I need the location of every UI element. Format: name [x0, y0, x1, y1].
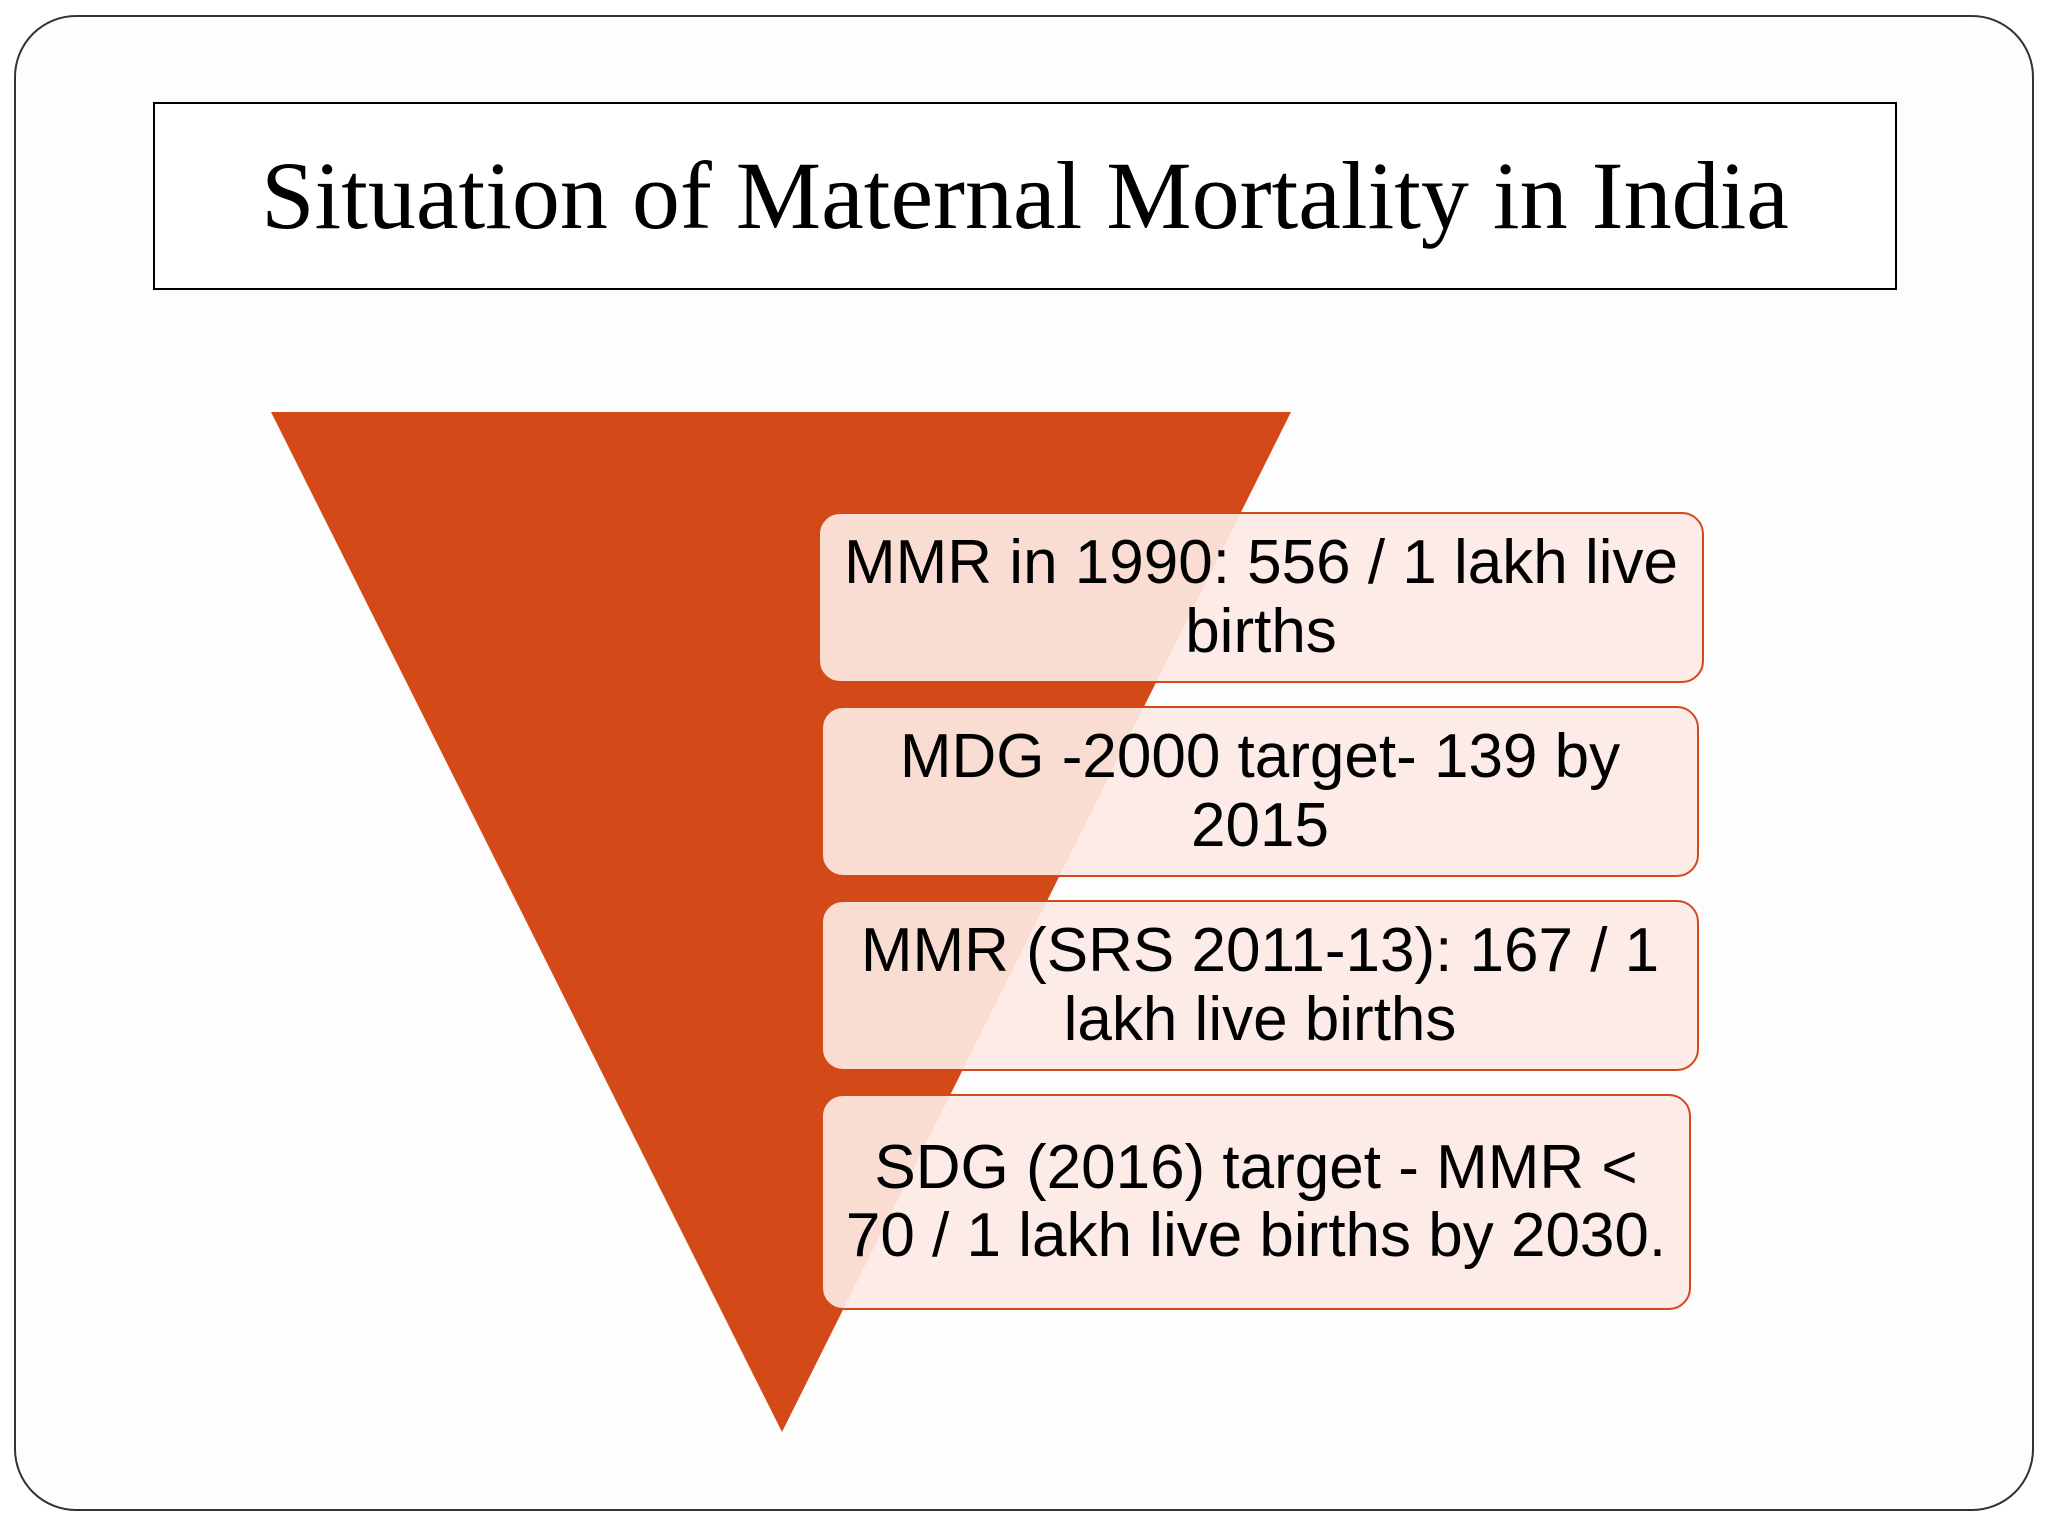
- title-box: Situation of Maternal Mortality in India: [153, 102, 1897, 290]
- funnel-item-4: SDG (2016) target - MMR < 70 / 1 lakh li…: [821, 1094, 1691, 1310]
- funnel-item-3: MMR (SRS 2011-13): 167 / 1 lakh live bir…: [821, 900, 1699, 1071]
- funnel-item-text: MMR (SRS 2011-13): 167 / 1 lakh live bir…: [860, 916, 1660, 1054]
- funnel-item-text: MDG -2000 target- 139 by 2015: [899, 722, 1621, 860]
- funnel-item-text: SDG (2016) target - MMR < 70 / 1 lakh li…: [845, 1132, 1667, 1270]
- funnel-item-text: MMR in 1990: 556 / 1 lakh live births: [844, 528, 1678, 666]
- funnel-item-1: MMR in 1990: 556 / 1 lakh live births: [818, 512, 1704, 683]
- page-title: Situation of Maternal Mortality in India: [261, 142, 1789, 249]
- funnel-item-2: MDG -2000 target- 139 by 2015: [821, 706, 1699, 877]
